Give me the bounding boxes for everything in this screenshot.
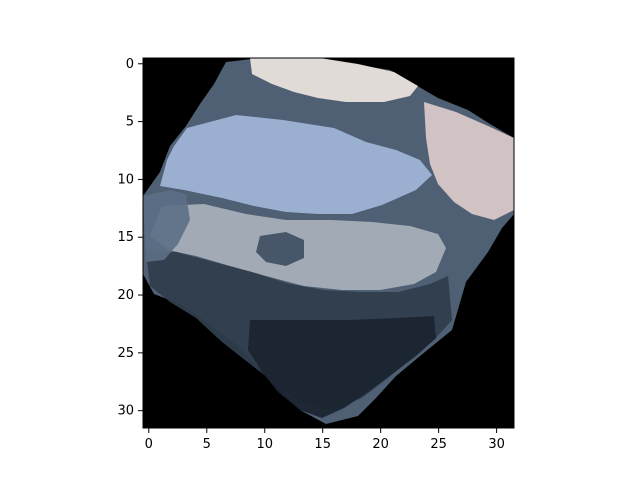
x-tick-label: 10 xyxy=(256,437,273,452)
x-tick-label: 20 xyxy=(372,437,389,452)
y-axis-ticks: 0 5 10 15 20 25 30 xyxy=(117,57,143,419)
x-tick-label: 25 xyxy=(430,437,447,452)
y-tick-label: 0 xyxy=(126,57,134,72)
y-tick-label: 15 xyxy=(117,230,134,245)
y-tick-label: 25 xyxy=(117,346,134,361)
y-tick-label: 30 xyxy=(117,404,134,419)
object-bottom-shadow xyxy=(248,316,436,418)
object-left-shade xyxy=(143,190,190,262)
x-tick-label: 30 xyxy=(488,437,505,452)
x-axis-ticks: 0 5 10 15 20 25 30 xyxy=(145,428,505,452)
x-tick-label: 0 xyxy=(145,437,153,452)
image-frame xyxy=(142,57,515,429)
y-tick-label: 20 xyxy=(117,288,134,303)
y-tick-label: 10 xyxy=(117,172,134,187)
object-center-dark-spot xyxy=(256,232,304,266)
object-upper-light-band xyxy=(160,115,432,214)
x-tick-label: 5 xyxy=(203,437,211,452)
image-area xyxy=(142,57,515,429)
x-tick-label: 15 xyxy=(314,437,331,452)
object-top-highlight xyxy=(250,58,418,102)
object-right-highlight xyxy=(424,102,514,220)
pixelated-object xyxy=(143,58,514,424)
y-tick-label: 5 xyxy=(126,115,134,130)
